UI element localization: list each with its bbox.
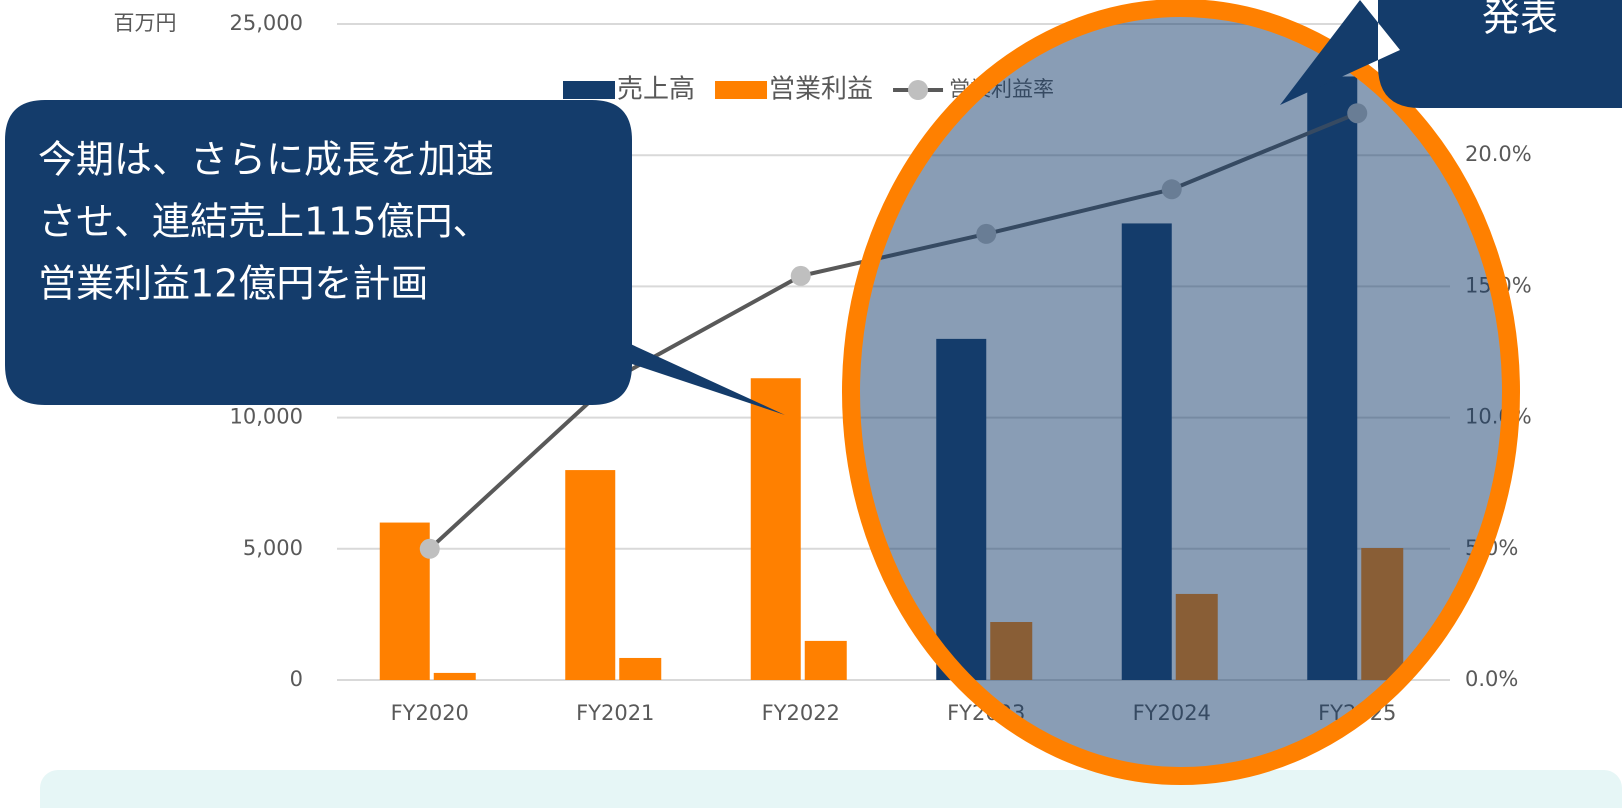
- bar: [804, 640, 847, 680]
- callout-text: 営業利益12億円を計画: [38, 262, 428, 306]
- y-tick-label: 25,000: [230, 11, 303, 35]
- line-marker: [419, 538, 440, 559]
- callout-text: 発表: [1482, 0, 1558, 40]
- y2-tick-label: 20.0%: [1465, 142, 1532, 166]
- x-tick-label: FY2021: [576, 701, 654, 725]
- legend-label: 売上高: [617, 75, 695, 105]
- y2-tick-label: 0.0%: [1465, 667, 1518, 691]
- callout-text: させ、連結売上115億円、: [38, 200, 491, 244]
- y-axis-unit: 百万円: [114, 11, 177, 35]
- y-tick-label: 10,000: [230, 405, 303, 429]
- legend-swatch: [715, 81, 768, 99]
- bar: [565, 470, 616, 680]
- bottom-panel: [40, 770, 1622, 808]
- x-tick-label: FY2020: [391, 701, 469, 725]
- callout-box: [5, 100, 785, 415]
- bar: [433, 672, 476, 680]
- y-tick-label: 0: [290, 667, 303, 691]
- bar: [750, 378, 801, 680]
- line-marker: [790, 265, 811, 286]
- legend-swatch: [908, 80, 929, 100]
- legend-swatch: [563, 81, 615, 99]
- y-tick-label: 5,000: [243, 536, 303, 560]
- callout-box: [1280, 0, 1622, 108]
- legend-label: 営業利益: [769, 75, 873, 105]
- x-tick-label: FY2022: [762, 701, 840, 725]
- highlight-ellipse: [842, 0, 1520, 785]
- bar: [619, 657, 662, 680]
- callout-text: 今期は、さらに成長を加速: [38, 138, 494, 182]
